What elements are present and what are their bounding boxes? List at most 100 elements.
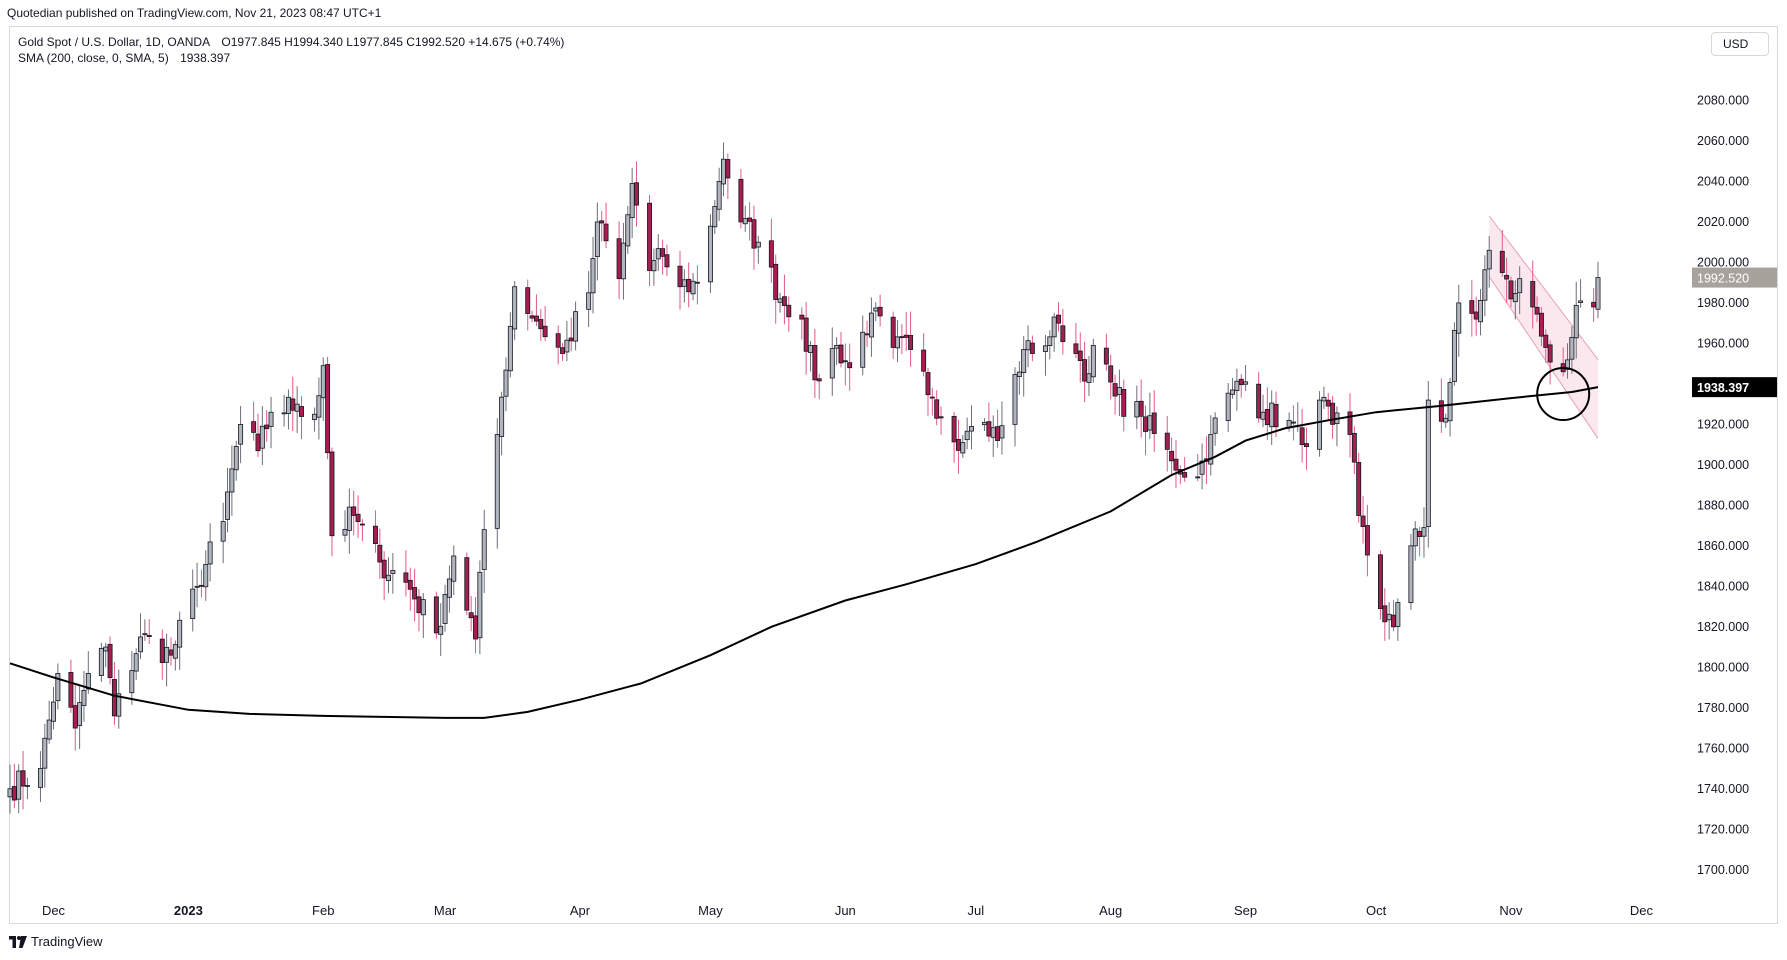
candle-body[interactable] [847, 362, 853, 369]
candle-body[interactable] [1016, 371, 1022, 378]
candle-body[interactable] [1238, 378, 1244, 386]
candle-body[interactable] [473, 615, 478, 640]
candle-body[interactable] [1086, 373, 1092, 383]
candle-body[interactable] [1169, 450, 1175, 462]
candle-body[interactable] [55, 672, 61, 702]
candle-body[interactable] [1212, 417, 1218, 434]
candle-body[interactable] [1395, 602, 1401, 627]
candle-body[interactable] [1047, 336, 1053, 347]
candle-body[interactable] [560, 347, 565, 354]
candle-body[interactable] [1591, 301, 1597, 308]
candle-body[interactable] [812, 345, 818, 381]
candle-body[interactable] [964, 430, 970, 441]
candle-body[interactable] [590, 258, 596, 294]
candle-body[interactable] [159, 638, 165, 664]
candle-body[interactable] [1330, 402, 1336, 425]
candle-body[interactable] [803, 317, 809, 352]
candle-body[interactable] [1182, 472, 1188, 478]
candle-body[interactable] [990, 427, 996, 438]
candle-body[interactable] [829, 348, 835, 379]
candle-body[interactable] [1377, 554, 1383, 610]
candle-body[interactable] [386, 574, 391, 582]
candle-body[interactable] [542, 325, 548, 338]
candle-body[interactable] [142, 633, 148, 636]
candle-body[interactable] [1360, 515, 1366, 528]
candle-body[interactable] [625, 214, 631, 247]
candle-body[interactable] [842, 360, 848, 363]
candle-body[interactable] [1077, 350, 1083, 361]
candle-body[interactable] [24, 785, 30, 787]
candle-body[interactable] [1256, 383, 1262, 419]
candle-body[interactable] [664, 254, 670, 268]
candle-body[interactable] [1208, 434, 1214, 465]
candle-body[interactable] [1382, 605, 1388, 623]
candle-body[interactable] [986, 421, 992, 437]
candle-body[interactable] [1417, 530, 1423, 537]
candle-body[interactable] [255, 433, 261, 452]
candle-body[interactable] [381, 559, 387, 579]
candle-body[interactable] [281, 412, 287, 415]
candle-body[interactable] [1356, 462, 1362, 516]
candle-body[interactable] [755, 241, 761, 248]
candle-body[interactable] [477, 571, 483, 639]
candle-body[interactable] [1138, 400, 1144, 417]
candle-body[interactable] [77, 702, 83, 726]
candle-body[interactable] [1412, 528, 1418, 547]
candle-body[interactable] [529, 315, 535, 319]
candle-body[interactable] [46, 719, 52, 740]
candle-body[interactable] [251, 421, 257, 433]
candle-body[interactable] [7, 788, 13, 798]
candle-body[interactable] [325, 364, 331, 454]
candle-body[interactable] [412, 587, 418, 600]
candle-body[interactable] [751, 219, 757, 249]
candle-body[interactable] [220, 521, 226, 542]
candle-body[interactable] [629, 183, 635, 219]
candle-body[interactable] [1569, 336, 1575, 360]
candle-body[interactable] [707, 225, 713, 283]
candle-body[interactable] [481, 529, 487, 570]
candle-body[interactable] [229, 468, 235, 493]
candle-body[interactable] [860, 331, 866, 368]
candle-body[interactable] [533, 315, 539, 322]
candle-body[interactable] [564, 339, 570, 353]
candle-body[interactable] [390, 570, 396, 574]
candle-body[interactable] [781, 296, 787, 306]
candle-body[interactable] [1173, 458, 1179, 471]
candle-body[interactable] [1090, 345, 1096, 378]
candle-body[interactable] [525, 287, 531, 314]
candle-body[interactable] [1234, 380, 1240, 392]
candle-body[interactable] [768, 240, 774, 268]
symbol-name[interactable]: Gold Spot / U.S. Dollar, 1D, OANDA [18, 35, 211, 49]
candle-body[interactable] [1469, 300, 1475, 314]
candle-body[interactable] [921, 349, 927, 372]
candle-body[interactable] [1512, 293, 1518, 303]
candle-body[interactable] [647, 202, 653, 271]
candle-body[interactable] [586, 292, 592, 310]
candle-body[interactable] [499, 396, 505, 437]
candle-body[interactable] [603, 223, 609, 242]
candle-body[interactable] [1347, 411, 1353, 435]
candle-body[interactable] [690, 280, 696, 295]
candle-body[interactable] [1260, 411, 1266, 420]
candle-body[interactable] [407, 579, 413, 590]
candle-body[interactable] [1082, 359, 1088, 382]
candle-body[interactable] [1391, 614, 1396, 628]
candle-body[interactable] [72, 705, 78, 729]
candle-body[interactable] [468, 612, 474, 619]
candle-body[interactable] [81, 689, 87, 706]
candle-body[interactable] [111, 679, 117, 717]
candle-body[interactable] [903, 334, 909, 338]
candle-body[interactable] [660, 248, 666, 257]
candle-body[interactable] [951, 415, 957, 443]
candle-body[interactable] [20, 770, 26, 787]
candle-body[interactable] [1486, 249, 1492, 270]
candle-body[interactable] [742, 218, 748, 225]
candle-body[interactable] [908, 335, 914, 350]
candle-body[interactable] [773, 263, 779, 300]
indicator-name[interactable]: SMA (200, close, 0, SMA, 5) [18, 51, 169, 65]
candle-body[interactable] [116, 693, 122, 717]
candle-body[interactable] [451, 555, 457, 582]
candle-body[interactable] [1325, 399, 1331, 407]
candle-body[interactable] [1573, 304, 1579, 339]
candle-body[interactable] [925, 372, 931, 396]
